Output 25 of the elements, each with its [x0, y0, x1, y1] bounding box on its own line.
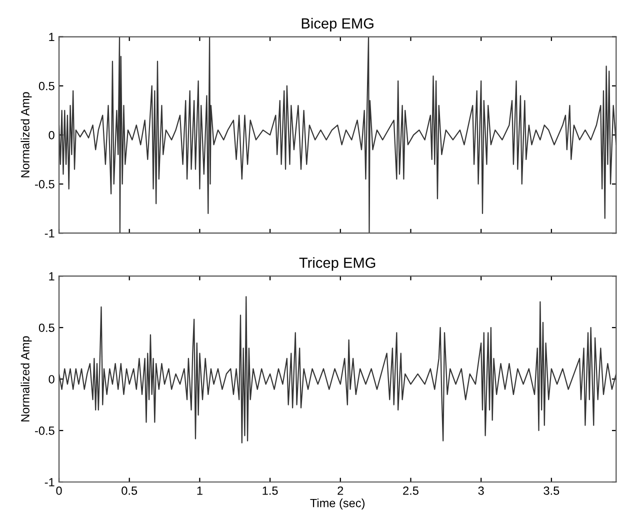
x-tick-label: 1.5	[262, 486, 278, 495]
chart-title: Tricep EMG	[299, 257, 376, 271]
x-axis-title: Time (sec)	[310, 498, 365, 510]
x-tick-label: 0.5	[122, 486, 138, 495]
y-tick-label: 0.5	[38, 82, 54, 90]
x-tick-label: 1	[197, 486, 202, 495]
chart-title: Bicep EMG	[302, 18, 374, 32]
x-tick-label: 2	[338, 486, 344, 495]
y-tick-label: 1	[49, 32, 54, 42]
y-tick-label: 0.5	[38, 324, 54, 332]
y-tick-label: -0.5	[35, 426, 54, 435]
x-tick-label: 2.5	[403, 486, 418, 495]
line-series	[59, 296, 616, 444]
y-tick-label: 0	[48, 130, 54, 140]
y-tick-label: -0.5	[35, 180, 54, 188]
x-tick-label: 3	[478, 486, 484, 495]
y-axis-title: Normalized Amp	[20, 336, 32, 422]
y-tick-label: -1	[44, 229, 54, 238]
line-series	[59, 36, 616, 234]
y-tick-label: 0	[48, 375, 54, 384]
x-tick-label: 3.5	[544, 486, 560, 495]
y-axis-title: Normalized Amp	[20, 92, 32, 178]
y-tick-label: 1	[49, 272, 54, 280]
y-tick-label: -1	[44, 478, 54, 486]
x-tick-label: 0	[56, 486, 62, 495]
